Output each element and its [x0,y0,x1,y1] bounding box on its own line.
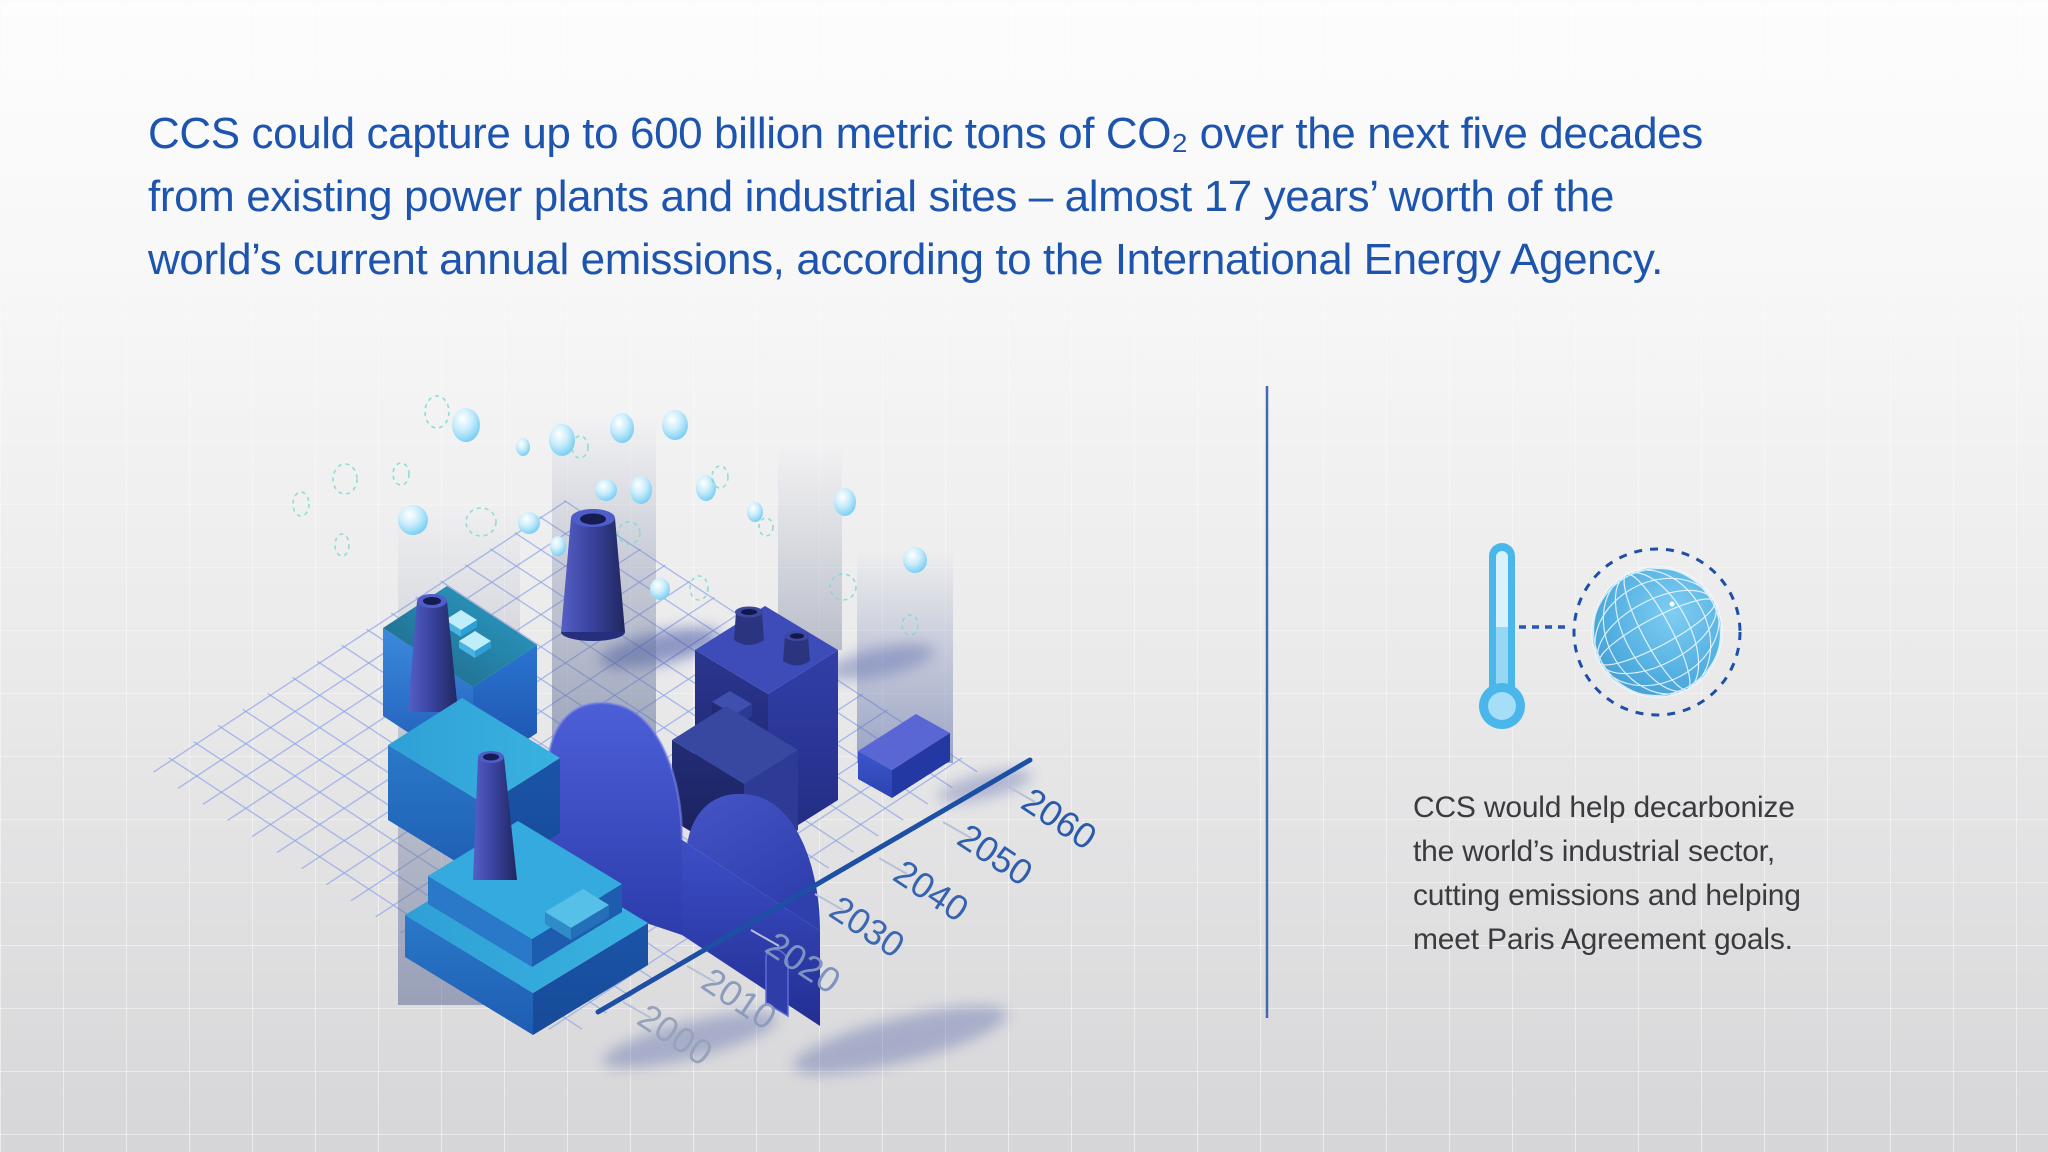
platform-vent-right [571,905,609,940]
axis-label-2030: 2030 [823,887,912,965]
platform-vent-top [545,889,609,928]
co2-bubble-outline-icon [758,517,774,537]
thermometer-bulb-inner [1488,692,1516,720]
globe-graticule [1591,566,1723,698]
co2-bubble-outline-icon [689,575,709,601]
thermometer-icon [1479,543,1570,729]
caption-line: the world’s industrial sector, [1413,835,1775,868]
factory-skylight-edge [475,641,491,658]
axis-tick [750,929,780,947]
box-front-face [858,751,892,798]
platform-factory-icon [405,751,648,1035]
globe-graticule-line [1591,567,1723,697]
caption-line: CCS would help decarbonize [1413,791,1795,824]
axis-label-2060: 2060 [1015,779,1104,857]
platform-chimney-opening [483,753,499,761]
shadow [793,1005,1007,1075]
co2-bubble-outline-icon [617,521,641,545]
globe-icon [1572,547,1742,717]
co2-bubble-outline-icon [711,465,729,489]
headline: CCS could capture up to 600 billion metr… [148,102,1968,291]
factory-annex-front [388,745,486,880]
smokestack-icon [561,509,625,641]
headline-line: world’s current annual emissions, accord… [148,235,1663,284]
plant-roof [695,606,838,694]
co2-bubble-outline-icon [901,614,919,636]
capture-column-icon [778,445,842,650]
platform-chimney [473,757,517,880]
unit-vent-top [712,691,752,715]
co2-bubble-icon [630,476,652,504]
co2-bubble-outline-icon [829,573,857,601]
axis-label-2050: 2050 [951,815,1040,893]
platform-vent-front [545,912,571,940]
axis-ticks [622,785,1036,1019]
plant-stack [783,636,810,666]
caption-line: meet Paris Agreement goals. [1413,923,1793,956]
factory-annex-roof [388,698,560,805]
co2-bubble-icon [610,413,634,443]
factory-chimney [408,601,458,712]
plant-stack [734,612,764,645]
shadow [602,1012,778,1068]
factory-skylight-edge [459,641,475,658]
co2-bubble-outline-icon [424,395,450,429]
co2-bubble-icon [903,547,927,573]
co2-bubble-icon [662,410,688,440]
side-caption: CCS would help decarbonize the world’s i… [1413,786,1873,962]
caption-line: cutting emissions and helping [1413,879,1801,912]
warehouse-roof-edge [546,701,684,841]
factory-skylight-edge [461,620,477,637]
platform-front [405,915,533,1035]
unit-roof [672,706,798,784]
co2-bubble-icon [518,512,540,534]
axis-line [595,757,1033,1015]
plant-stack-opening [741,609,757,615]
thermometer-mercury [1496,627,1508,697]
axis-tick [622,1001,652,1019]
co2-bubble-icon [398,505,428,535]
factory-icon [383,586,560,880]
storage-box-icon [857,550,953,798]
co2-bubble-outline-icon [392,462,410,486]
box-right-face [892,733,950,798]
co2-bubble-icon [452,408,480,442]
platform-step-front [428,876,532,967]
co2-bubble-icon [550,536,566,556]
globe-sphere [1592,567,1722,697]
co2-bubble-outline-icon [334,533,350,557]
axis-tick [1006,785,1036,803]
axis-tick [686,965,716,983]
co2-bubble-icon [696,475,716,501]
co2-bubble-outline-icon [571,435,589,459]
co2-bubble-icon [516,438,530,456]
co2-bubble-icon [650,578,670,600]
co2-bubble-outline-icon [332,463,358,495]
box-top-face [858,714,950,770]
globe-pole-dot [1669,601,1675,607]
globe-graticule-line [1592,566,1722,698]
co2-bubble-icon [595,479,617,501]
plant-stack-opening [790,633,804,639]
platform-right [533,923,648,1035]
headline-line: from existing power plants and industria… [148,172,1614,221]
axis-tick [814,893,844,911]
headline-line: CCS could capture up to 600 billion metr… [148,109,1703,158]
co2-bubble-outline-icon [292,491,310,517]
co2-bubble-outline-icon [465,507,497,537]
smokestack-body [561,518,625,632]
axis-label-2040: 2040 [887,851,976,929]
co2-bubbles [292,395,927,636]
smokestack-opening [580,513,606,525]
co2-bubble-icon [549,424,575,456]
axis-tick [942,821,972,839]
co2-bubble-icon [747,502,763,522]
co2-bubble-icon [834,488,856,516]
globe-dashed-ring [1572,547,1742,717]
warehouse-door [765,948,789,1018]
factory-chimney-opening [423,597,441,605]
axis-tick [878,857,908,875]
